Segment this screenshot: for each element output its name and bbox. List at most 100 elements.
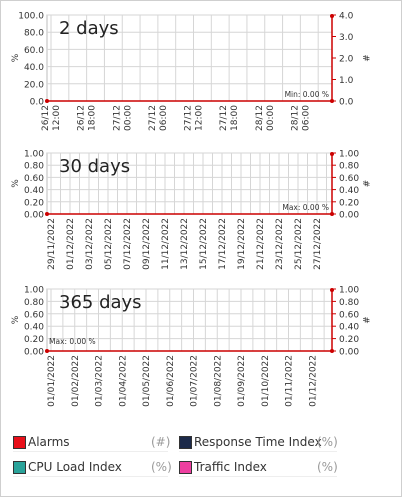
right-tick-label: 1.00	[339, 150, 359, 160]
left-axis-label: %	[11, 179, 21, 188]
x-tick-label-line: 27/12	[112, 105, 122, 131]
x-tick-label: 17/12/2022	[218, 218, 228, 270]
left-tick-label: 0.40	[24, 323, 44, 333]
x-tick-label: 01/06/2022	[166, 355, 176, 407]
left-tick-label: 0.80	[24, 298, 44, 308]
x-tick-label: 01/05/2022	[142, 355, 152, 407]
x-tick-label: 01/01/2022	[47, 355, 57, 407]
x-tick-label-group: 21/12/2022	[256, 218, 266, 270]
min-max-annotation: Min: 0.00 %	[285, 90, 329, 99]
x-tick-label: 26/12 18:00	[77, 105, 98, 131]
series-start-marker	[45, 212, 49, 216]
axis-end-marker	[330, 288, 334, 292]
left-tick-label: 20.0	[24, 80, 44, 90]
min-max-annotation: Max: 0.00 %	[282, 203, 329, 212]
x-tick-label-group: 01/08/2022	[213, 355, 223, 407]
x-tick-label-group: 25/12/2022	[294, 218, 304, 270]
x-tick-label-group: 01/07/2022	[190, 355, 200, 407]
chart-30-days[interactable]: 1.00 0.80 0.60 0.40 0.20 0.00 1.00 0.80 0.60 0.40…	[1, 143, 401, 283]
x-tick-label: 27/12 00:00	[112, 105, 133, 131]
right-tick-label: 0.00	[339, 348, 359, 358]
legend-item-cpu-load[interactable]: CPU Load Index (%)	[13, 458, 172, 478]
x-tick-label-group: 19/12/2022	[237, 218, 247, 270]
x-tick-label: 19/12/2022	[237, 218, 247, 270]
x-tick-label: 01/12/2022	[66, 218, 76, 270]
x-tick-label-group: 01/02/2022	[71, 355, 81, 407]
x-tick-label: 07/12/2022	[123, 218, 133, 270]
x-tick-label: 13/12/2022	[180, 218, 190, 270]
left-tick-label: 0.20	[24, 198, 44, 208]
x-tick-label: 26/12 12:00	[41, 105, 62, 131]
x-tick-label-line: 27/12	[219, 105, 229, 131]
x-tick-label-group: 09/12/2022	[142, 218, 152, 270]
x-tick-label-group: 23/12/2022	[275, 218, 285, 270]
x-tick-label-group: 05/12/2022	[104, 218, 114, 270]
left-tick-label: 0.00	[24, 211, 44, 221]
x-tick-label-group: 01/01/2022	[47, 355, 57, 407]
right-tick-label: 3.0	[339, 33, 354, 43]
response-time-swatch	[179, 436, 192, 449]
right-tick-label: 0.40	[339, 186, 359, 196]
chart-svg: 1.00 0.80 0.60 0.40 0.20 0.00 1.00 0.80 0.60 0.40…	[11, 150, 370, 270]
x-tick-label-group: 07/12/2022	[123, 218, 133, 270]
x-tick-label: 21/12/2022	[256, 218, 266, 270]
plot-area	[46, 14, 333, 102]
right-tick-label: 0.80	[339, 162, 359, 172]
x-tick-label: 01/09/2022	[237, 355, 247, 407]
divider	[13, 451, 168, 452]
cpu-load-swatch	[13, 461, 26, 474]
x-tick-label-line: 12:00	[195, 105, 205, 131]
x-tick-label-line: 06:00	[301, 105, 311, 131]
x-tick-label-line: 18:00	[230, 105, 240, 131]
chart-svg: 1.00 0.80 0.60 0.40 0.20 0.00 1.00 0.80 0.60 0.40…	[11, 286, 370, 407]
right-tick-label: 1.0	[339, 76, 354, 86]
left-tick-label: 80.0	[24, 29, 44, 39]
legend-item-alarms[interactable]: Alarms (#)	[13, 433, 170, 453]
right-tick-label: 2.0	[339, 55, 354, 65]
divider	[179, 451, 337, 452]
right-tick-label: 0.60	[339, 310, 359, 320]
chart-title: 30 days	[59, 156, 130, 177]
x-tick-label-group: 01/03/2022	[95, 355, 105, 407]
x-tick-label-group: 03/12/2022	[85, 218, 95, 270]
x-tick-label-group: 27/12/2022	[313, 218, 323, 270]
left-tick-label: 0.00	[24, 348, 44, 358]
plot-area	[46, 288, 333, 352]
chart-title: 365 days	[59, 292, 142, 313]
x-tick-label-line: 26/12	[41, 105, 51, 131]
legend-item-traffic[interactable]: Traffic Index (%)	[179, 458, 338, 478]
right-axis-label: #	[360, 54, 370, 62]
series-start-marker	[45, 349, 49, 353]
left-tick-label: 1.00	[24, 150, 44, 160]
x-tick-label-group: 01/11/2022	[285, 355, 295, 407]
x-tick-label: 01/02/2022	[71, 355, 81, 407]
x-tick-label: 27/12 06:00	[148, 105, 169, 131]
legend: Alarms (#) Response Time Index (%) CPU L…	[1, 426, 401, 486]
left-tick-label: 60.0	[24, 46, 44, 56]
left-axis-label: %	[11, 53, 21, 62]
left-tick-label: 0.40	[24, 186, 44, 196]
left-tick-label: 0.20	[24, 335, 44, 345]
x-tick-label-group: 13/12/2022	[180, 218, 190, 270]
x-tick-label-group: 15/12/2022	[199, 218, 209, 270]
x-tick-label-group: 01/06/2022	[166, 355, 176, 407]
right-tick-label: 0.20	[339, 335, 359, 345]
left-tick-label: 1.00	[24, 286, 44, 296]
x-tick-label-line: 18:00	[88, 105, 98, 131]
chart-365-days[interactable]: 1.00 0.80 0.60 0.40 0.20 0.00 1.00 0.80 0.60 0.40…	[1, 280, 401, 420]
x-tick-label-line: 28/12	[290, 105, 300, 131]
divider	[179, 476, 337, 477]
alarms-swatch	[13, 436, 26, 449]
chart-2-days[interactable]: 100.0 80.0 60.0 40.0 20.0 0.0 4.0 3.0 2.0 1.0 0.0 2…	[1, 1, 401, 146]
legend-item-response-time[interactable]: Response Time Index (%)	[179, 433, 338, 453]
min-max-annotation: Max: 0.00 %	[49, 337, 96, 346]
x-tick-label: 11/12/2022	[161, 218, 171, 270]
right-tick-label: 0.0	[339, 98, 354, 108]
right-axis-label: #	[360, 316, 370, 324]
x-tick-label: 27/12 18:00	[219, 105, 240, 131]
chart-title: 2 days	[59, 18, 119, 39]
divider	[13, 476, 168, 477]
x-tick-label-group: 01/10/2022	[261, 355, 271, 407]
right-tick-label: 0.00	[339, 211, 359, 221]
